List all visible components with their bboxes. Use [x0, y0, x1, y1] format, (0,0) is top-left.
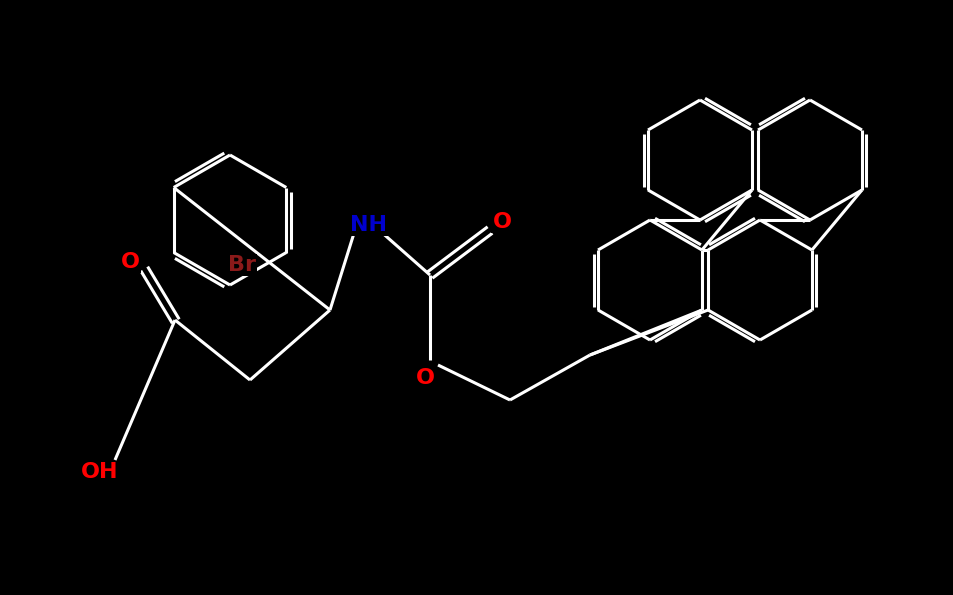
Text: NH: NH [350, 215, 387, 235]
Text: O: O [416, 368, 434, 388]
Text: O: O [492, 212, 511, 232]
Text: O: O [120, 252, 139, 272]
Text: Br: Br [228, 255, 255, 275]
Text: OH: OH [81, 462, 118, 482]
